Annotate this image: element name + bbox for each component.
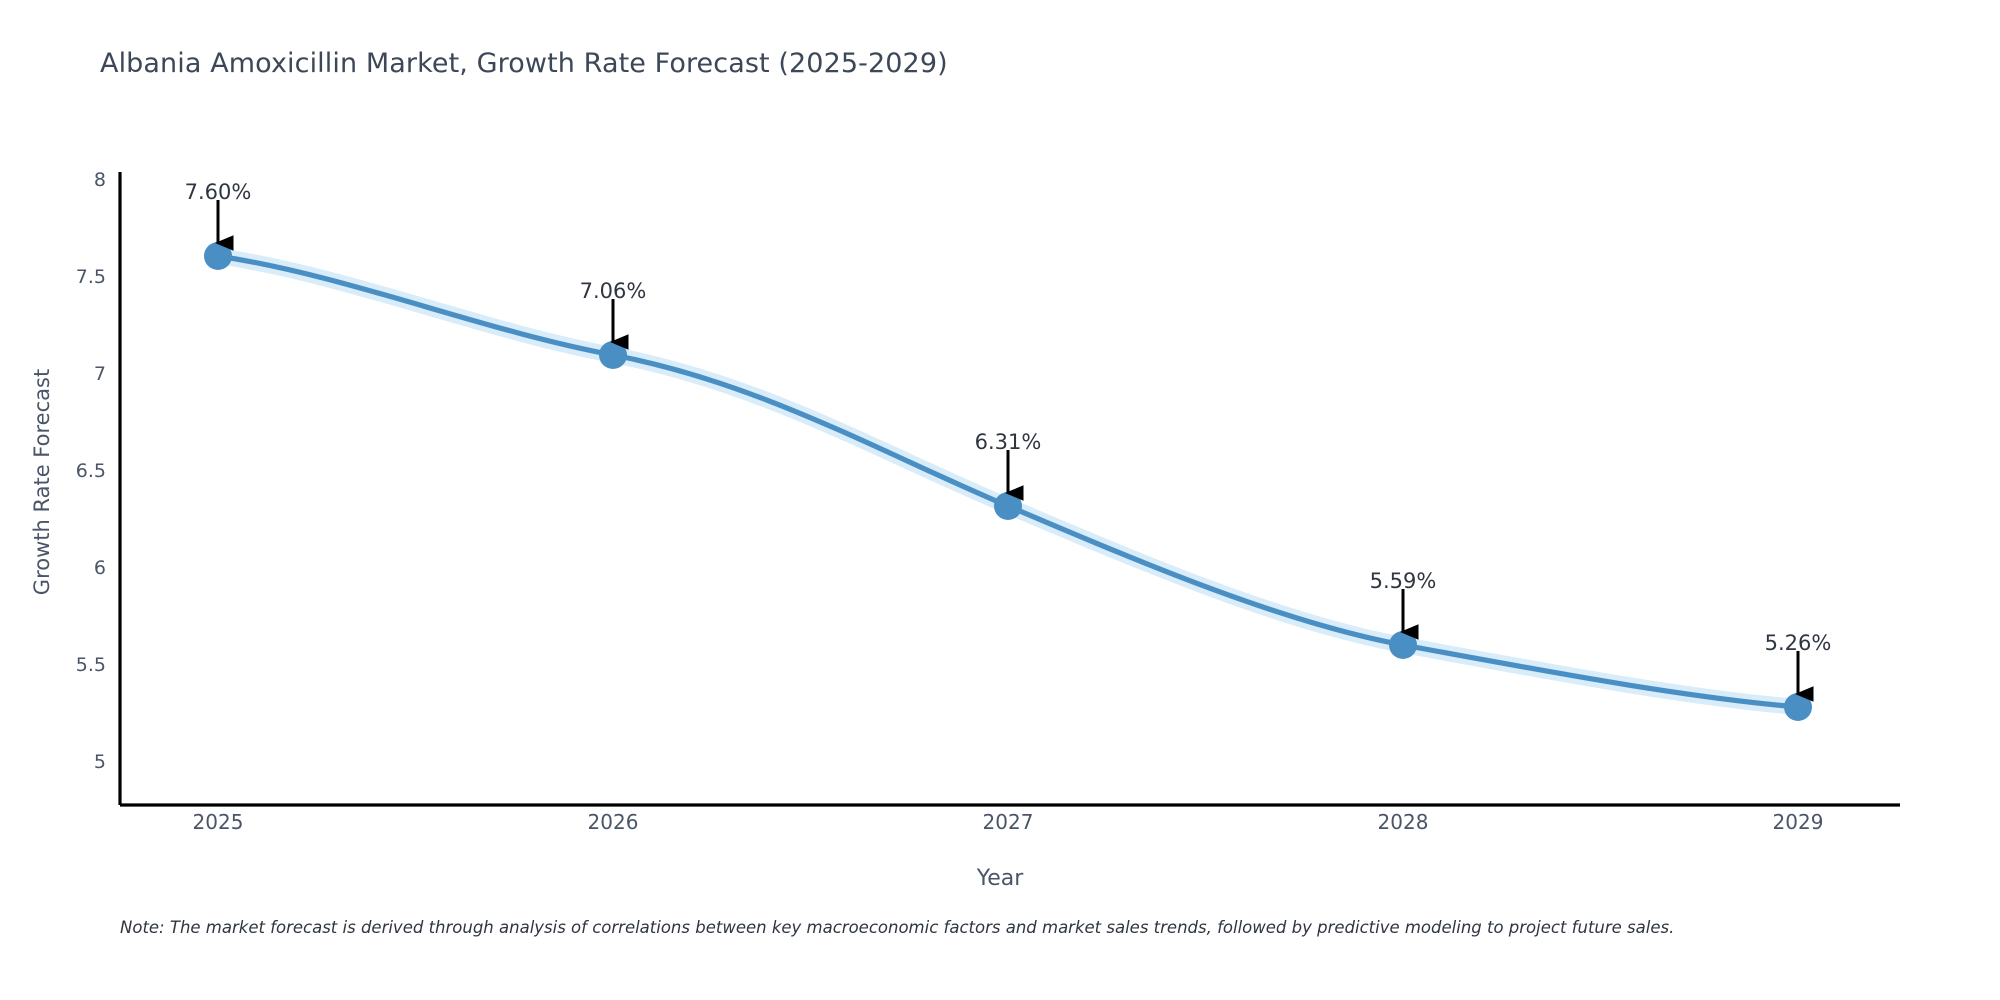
data-label: 5.59%: [1369, 569, 1437, 593]
data-label: 7.06%: [579, 279, 647, 303]
y-tick-label: 5: [93, 751, 106, 773]
chart-title: Albania Amoxicillin Market, Growth Rate …: [100, 48, 948, 79]
data-point-marker[interactable]: [994, 492, 1022, 520]
data-label: 6.31%: [974, 430, 1042, 454]
data-point-marker[interactable]: [599, 341, 627, 369]
data-label: 5.26%: [1764, 631, 1832, 655]
chart-note: Note: The market forecast is derived thr…: [120, 918, 1675, 937]
x-tick-label: 2025: [192, 810, 244, 834]
data-point-marker[interactable]: [204, 242, 232, 270]
y-tick-label: 5.5: [75, 654, 106, 676]
x-tick-label: 2028: [1377, 810, 1429, 834]
y-tick-label: 8: [93, 169, 106, 191]
y-tick-label: 6: [93, 557, 106, 579]
y-axis-tick-labels: 8 7.5 7 6.5 6 5.5 5: [40, 0, 106, 1000]
x-axis-title: Year: [976, 866, 1024, 891]
y-tick-label: 7.5: [75, 266, 106, 288]
x-tick-label: 2029: [1772, 810, 1824, 834]
data-point-marker[interactable]: [1389, 631, 1417, 659]
y-tick-label: 7: [93, 363, 106, 385]
x-tick-label: 2026: [587, 810, 639, 834]
data-point-marker[interactable]: [1784, 693, 1812, 721]
x-tick-label: 2027: [982, 810, 1034, 834]
y-tick-label: 6.5: [75, 460, 106, 482]
annotation-arrows: [214, 200, 1814, 702]
data-label: 7.60%: [184, 180, 252, 204]
